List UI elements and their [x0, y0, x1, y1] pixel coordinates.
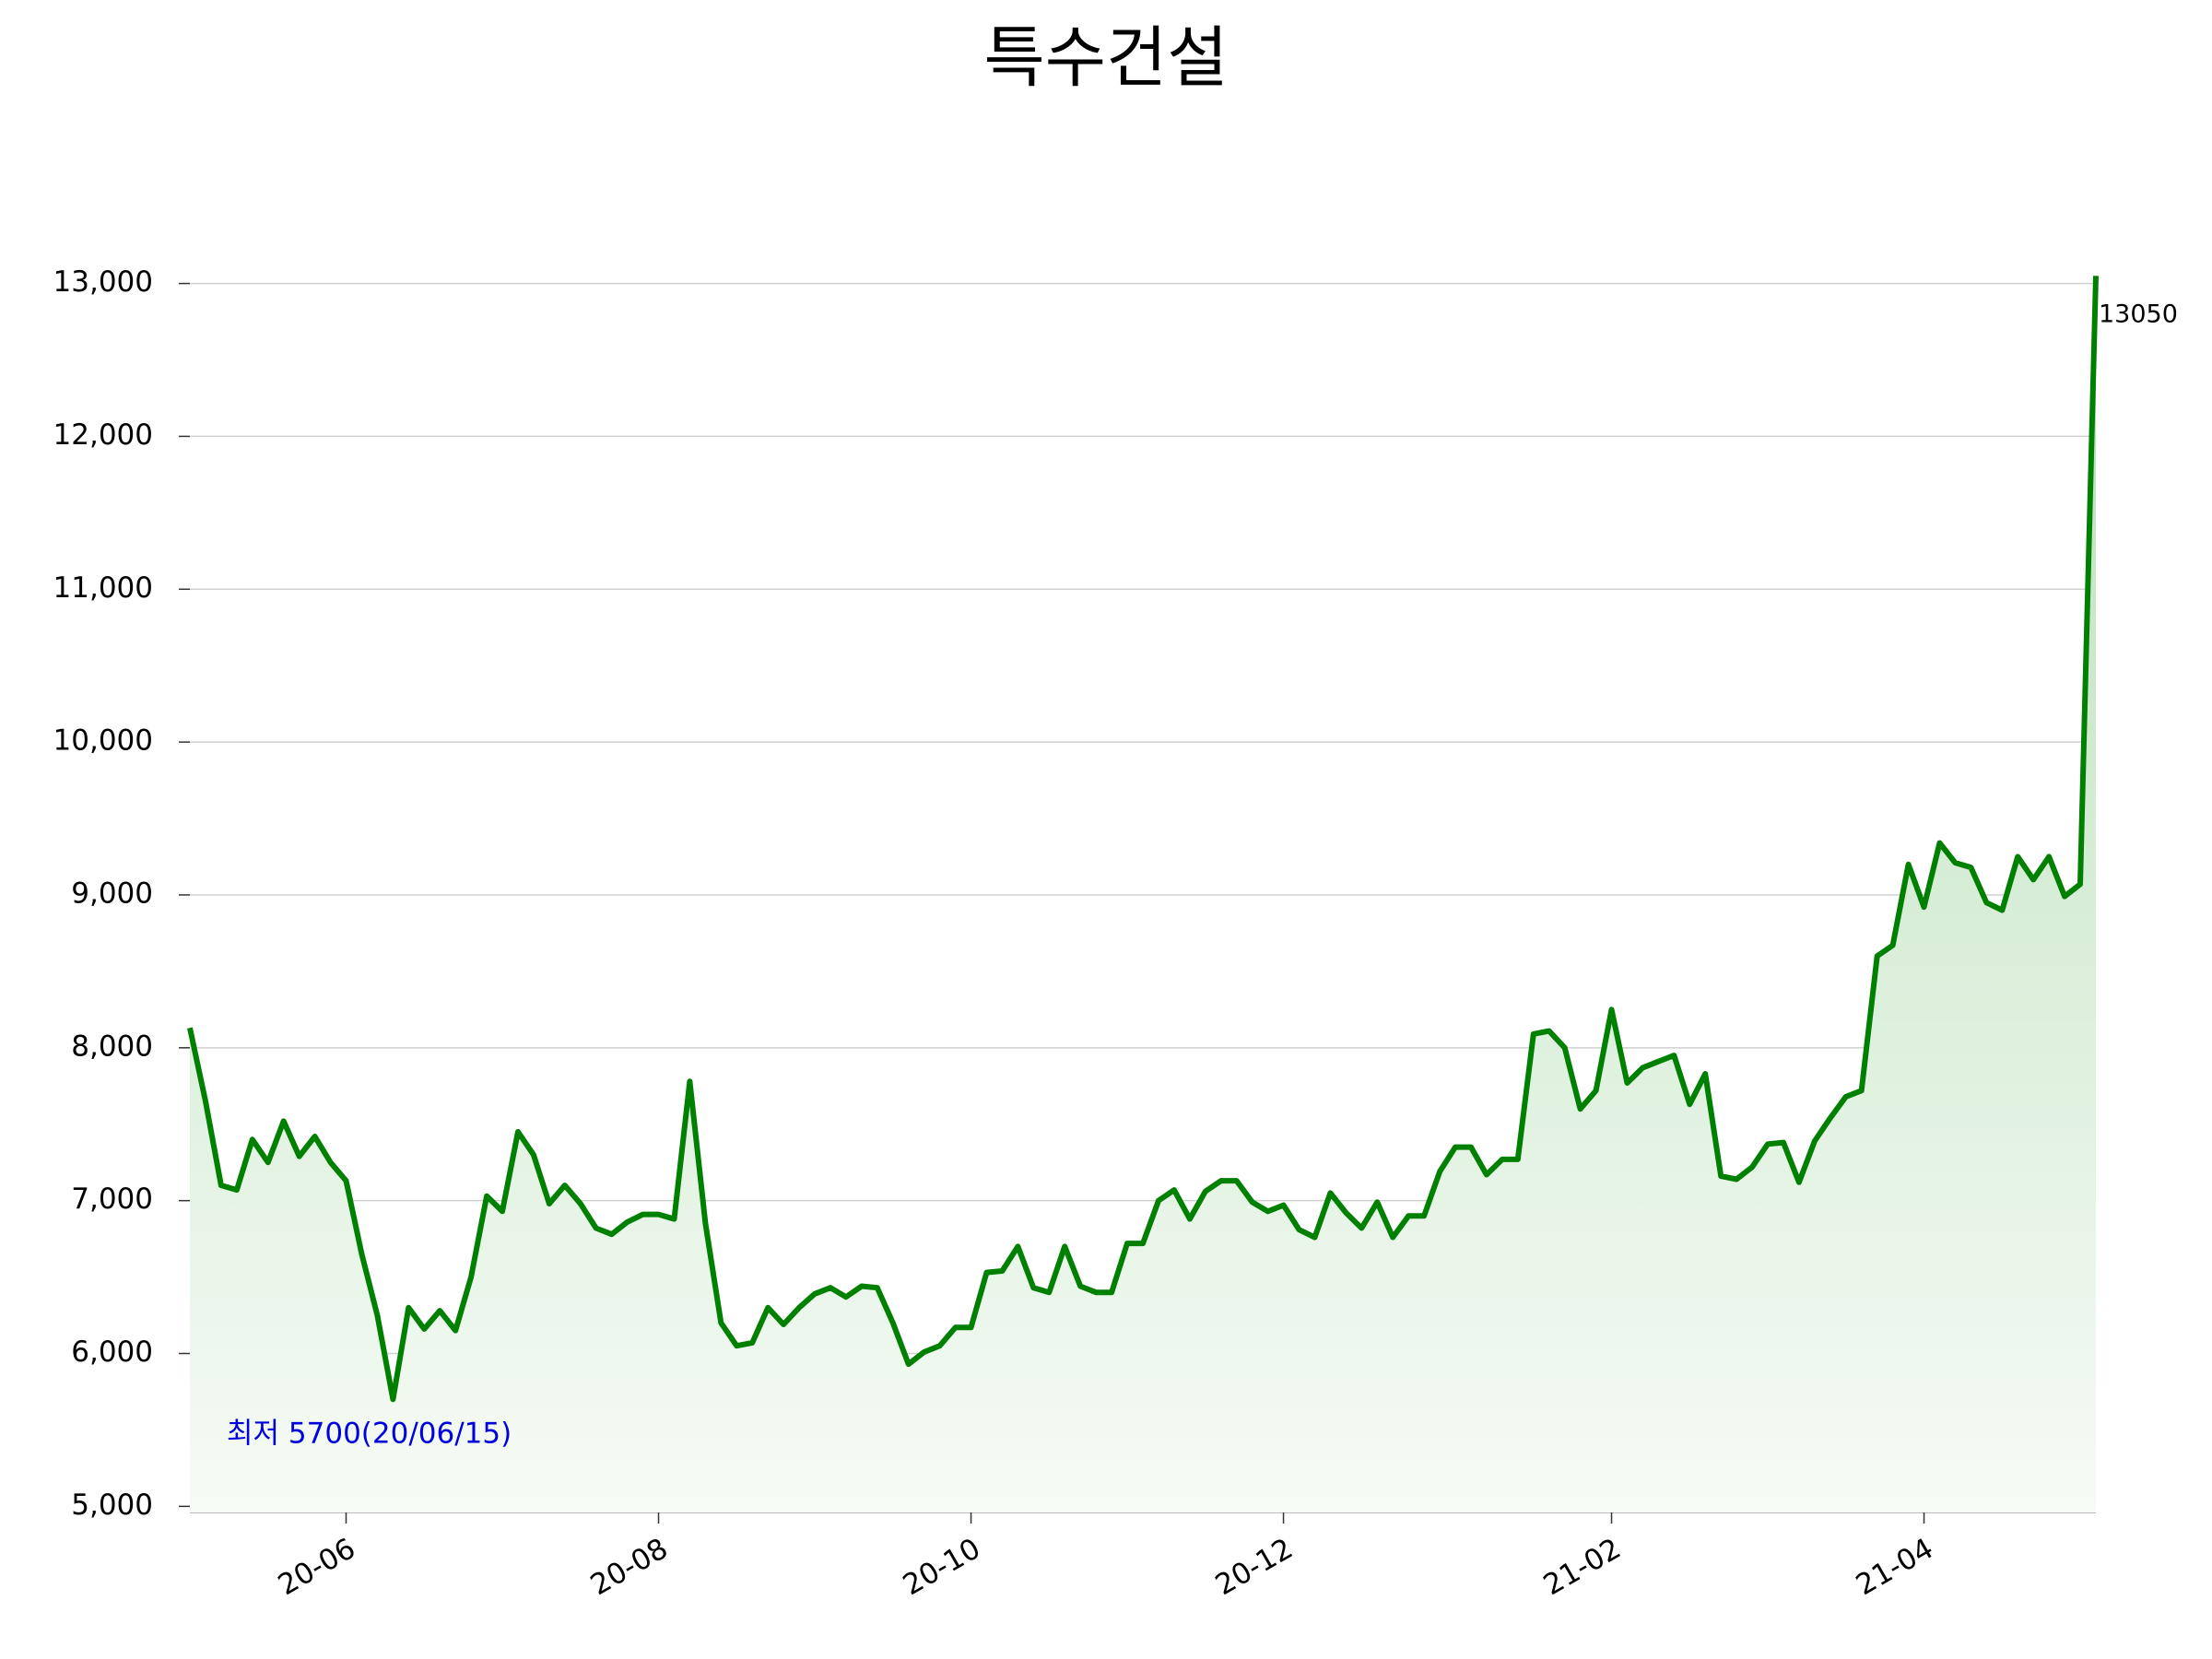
x-tick-label: 20-06	[273, 1532, 361, 1602]
y-tick-label: 7,000	[71, 1182, 153, 1216]
y-tick-label: 12,000	[53, 418, 153, 452]
y-tick-label: 9,000	[71, 877, 153, 910]
area	[190, 276, 2096, 1512]
last-annotation: 13050	[2099, 300, 2178, 329]
y-tick-label: 11,000	[53, 571, 153, 605]
x-tick-label: 20-10	[898, 1532, 986, 1602]
x-tick-label: 21-04	[1851, 1532, 1939, 1602]
y-tick-label: 13,000	[53, 265, 153, 299]
x-tick-label: 20-08	[585, 1532, 674, 1602]
chart-title: 특수건설	[984, 19, 1229, 97]
x-tick-label: 20-12	[1210, 1532, 1299, 1602]
y-tick-label: 6,000	[71, 1335, 153, 1369]
y-tick-label: 5,000	[71, 1488, 153, 1522]
y-tick-label: 8,000	[71, 1030, 153, 1063]
y-tick-label: 10,000	[53, 724, 153, 758]
x-tick-label: 21-02	[1538, 1532, 1627, 1602]
price-line	[187, 276, 2099, 1403]
min-annotation: 최저 5700(20/06/15)	[227, 1418, 512, 1451]
